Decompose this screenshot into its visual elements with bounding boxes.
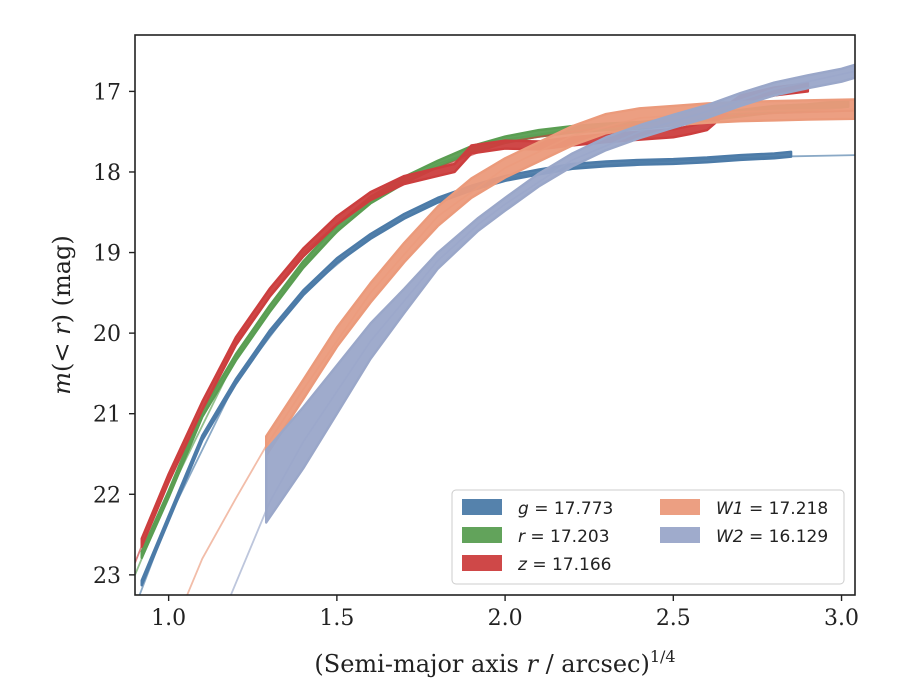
legend-value-w2: = 16.129 — [744, 527, 829, 547]
legend-value-g: = 17.773 — [529, 499, 614, 519]
series-g-band — [140, 150, 793, 587]
x-axis-label-suffix: / arcsec) — [538, 650, 650, 678]
legend-value-w1: = 17.218 — [744, 499, 829, 519]
legend-symbol-w2: W2 — [716, 527, 744, 547]
x-tick-label: 2.0 — [488, 606, 523, 631]
y-axis-label-var: m — [48, 372, 76, 395]
x-tick-label: 1.0 — [151, 606, 186, 631]
legend-label-r: r = 17.203 — [518, 527, 610, 547]
x-tick-label: 3.0 — [824, 606, 859, 631]
y-tick-label: 18 — [93, 161, 121, 186]
legend-symbol-w1: W1 — [716, 499, 744, 519]
x-axis-label: (Semi-major axis r / arcsec)1/4 — [314, 647, 675, 678]
legend-label-w2: W2 = 16.129 — [716, 527, 828, 547]
y-tick-label: 17 — [93, 80, 121, 105]
ticks-layer: 1.0 1.5 2.0 2.5 3.0 17 18 19 20 21 22 23 — [93, 80, 859, 631]
x-axis-label-prefix: (Semi-major axis — [314, 650, 526, 678]
legend-label-z: z = 17.166 — [517, 555, 611, 575]
series-layer — [135, 63, 855, 595]
x-tick-label: 2.5 — [656, 606, 691, 631]
y-tick-label: 22 — [93, 483, 121, 508]
legend-symbol-r: r — [518, 527, 526, 547]
y-axis-label: m(< r) (mag) — [48, 235, 76, 395]
x-tick-label: 1.5 — [319, 606, 354, 631]
series-w1-band — [265, 98, 855, 457]
x-axis-label-var: r — [526, 650, 539, 678]
legend-swatch-z — [462, 555, 502, 571]
legend-value-r: = 17.203 — [525, 527, 610, 547]
legend-label-g: g = 17.773 — [518, 499, 613, 519]
y-axis-label-mid: (< — [48, 335, 76, 372]
legend-swatch-w1 — [660, 499, 700, 515]
y-axis-label-r: r — [48, 322, 76, 335]
series-w2-band — [265, 63, 855, 524]
legend-swatch-w2 — [660, 527, 700, 543]
legend-value-z: = 17.166 — [527, 555, 612, 575]
legend-symbol-z: z — [517, 555, 528, 575]
legend-frame — [451, 489, 845, 585]
y-tick-label: 21 — [93, 403, 121, 428]
legend-swatch-g — [462, 499, 502, 515]
legend-swatch-r — [462, 527, 502, 543]
series-z-band — [140, 82, 810, 548]
x-axis-label-superscript: 1/4 — [650, 647, 676, 666]
y-tick-label: 23 — [93, 564, 121, 589]
y-tick-label: 19 — [93, 242, 121, 267]
legend-label-w1: W1 = 17.218 — [716, 499, 828, 519]
y-axis-label-unit: ) (mag) — [48, 235, 76, 323]
plot-frame — [134, 34, 856, 596]
legend-symbol-g: g — [518, 499, 529, 519]
y-tick-label: 20 — [93, 322, 121, 347]
